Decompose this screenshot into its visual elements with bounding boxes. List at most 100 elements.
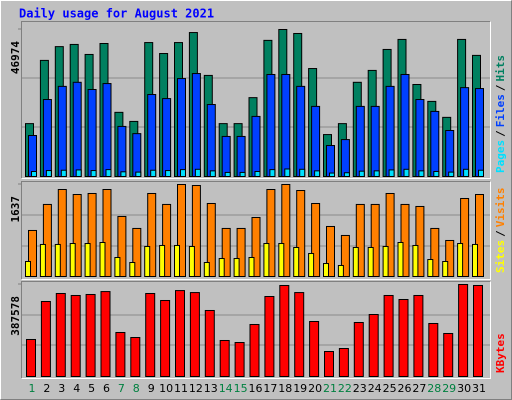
legend-separator: /: [494, 84, 507, 91]
bar: [329, 172, 335, 177]
bar: [87, 89, 97, 177]
bar: [373, 170, 380, 177]
y-tick-label: 1637: [9, 196, 22, 223]
bar: [191, 185, 201, 278]
bar: [75, 169, 82, 178]
bar: [218, 258, 225, 277]
bar: [206, 202, 216, 277]
bar: [254, 170, 261, 178]
legend-entry: Hits: [494, 55, 507, 82]
bar: [385, 192, 395, 278]
x-tick-label: 13: [204, 382, 218, 395]
bar: [281, 184, 291, 277]
bar: [278, 243, 285, 278]
bar: [150, 169, 157, 177]
bar: [340, 139, 350, 178]
bar: [442, 260, 449, 278]
bar: [448, 171, 455, 177]
bar: [472, 243, 478, 277]
bar: [57, 189, 67, 277]
x-tick-label: 17: [263, 382, 277, 395]
bar: [475, 194, 484, 277]
bar: [160, 299, 171, 377]
bar: [239, 171, 246, 178]
x-tick-label: 8: [133, 382, 140, 395]
bar: [219, 339, 230, 377]
x-tick-label: 6: [103, 382, 110, 395]
x-tick-label: 30: [457, 382, 471, 395]
bar: [382, 245, 389, 277]
bar: [324, 351, 334, 377]
bar: [251, 216, 261, 277]
bar: [383, 294, 394, 377]
bar: [234, 342, 245, 377]
bar: [39, 243, 46, 277]
bar: [403, 168, 410, 177]
bar: [175, 290, 185, 378]
bar: [299, 168, 306, 177]
bar: [463, 168, 470, 177]
bar: [397, 241, 404, 277]
bar: [233, 258, 240, 277]
bar: [263, 243, 270, 278]
bar: [236, 227, 246, 277]
bar: [221, 135, 231, 178]
legend-entry: Visits: [494, 188, 507, 228]
bar: [296, 85, 306, 177]
bar: [26, 338, 36, 378]
bar: [266, 189, 276, 277]
x-tick-label: 25: [383, 382, 397, 395]
bar: [430, 110, 440, 177]
x-tick-label: 31: [472, 382, 486, 395]
bar: [129, 262, 136, 277]
y-tick-label: 46974: [9, 41, 22, 74]
legend-entry: Pages: [494, 140, 507, 173]
bar: [355, 105, 365, 177]
bar: [117, 125, 127, 177]
x-tick-label: 26: [398, 382, 412, 395]
bar: [314, 170, 321, 177]
y-tick-label: 387578: [9, 296, 22, 336]
x-tick-label: 24: [368, 382, 382, 395]
bar: [99, 241, 106, 277]
bar: [400, 73, 410, 177]
bar: [130, 336, 141, 377]
x-tick-label: 28: [427, 382, 441, 395]
legend: Sites / Visits: [494, 188, 507, 274]
x-tick-label: 29: [442, 382, 456, 395]
bar: [475, 88, 484, 177]
bar: [191, 73, 201, 177]
x-tick-label: 14: [219, 382, 233, 395]
bar: [120, 171, 127, 177]
bar: [457, 243, 464, 278]
x-tick-label: 23: [353, 382, 367, 395]
bar: [368, 313, 379, 377]
x-tick-label: 18: [278, 382, 292, 395]
bar: [430, 227, 440, 277]
bar: [57, 85, 67, 177]
x-tick-label: 27: [412, 382, 426, 395]
x-tick-label: 21: [323, 382, 337, 395]
bar: [266, 73, 276, 177]
bar: [147, 94, 157, 177]
bar: [132, 133, 142, 178]
legend-entry: KBytes: [494, 333, 507, 373]
bar: [279, 284, 290, 377]
bar: [281, 73, 291, 177]
bar: [84, 243, 91, 278]
bar: [85, 293, 96, 378]
bar: [90, 170, 97, 177]
bar: [135, 171, 142, 177]
x-tick-label: 3: [58, 382, 65, 395]
x-tick-label: 12: [189, 382, 203, 395]
bar: [412, 244, 419, 278]
bar: [326, 145, 335, 177]
legend-separator: /: [494, 130, 507, 137]
bar: [338, 347, 349, 377]
bar: [117, 215, 127, 278]
bar: [114, 257, 121, 277]
bar: [145, 292, 156, 377]
legend: Pages / Files / Hits: [494, 55, 507, 173]
bar: [180, 169, 186, 178]
